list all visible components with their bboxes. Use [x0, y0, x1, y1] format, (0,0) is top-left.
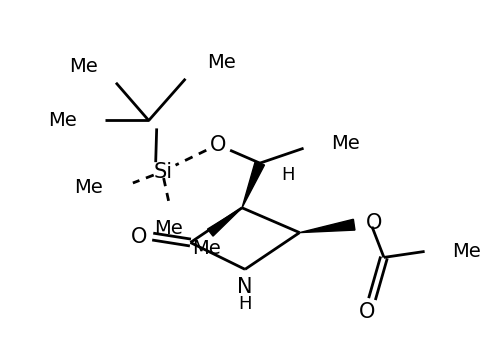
Text: N: N	[237, 277, 253, 297]
Text: Me: Me	[207, 53, 236, 72]
Text: Me: Me	[154, 219, 183, 238]
Text: Me: Me	[331, 134, 360, 153]
Text: O: O	[366, 213, 382, 233]
Text: H: H	[281, 166, 294, 184]
Polygon shape	[208, 208, 242, 236]
Text: Me: Me	[74, 179, 103, 197]
Text: Me: Me	[192, 239, 220, 258]
Text: O: O	[131, 227, 147, 246]
Polygon shape	[299, 219, 355, 233]
Text: Me: Me	[70, 57, 98, 76]
Text: Me: Me	[49, 111, 77, 130]
Text: Me: Me	[452, 242, 481, 261]
Text: O: O	[210, 135, 226, 155]
Polygon shape	[242, 161, 265, 208]
Text: Si: Si	[154, 162, 173, 182]
Text: H: H	[238, 295, 252, 313]
Text: O: O	[359, 302, 375, 322]
